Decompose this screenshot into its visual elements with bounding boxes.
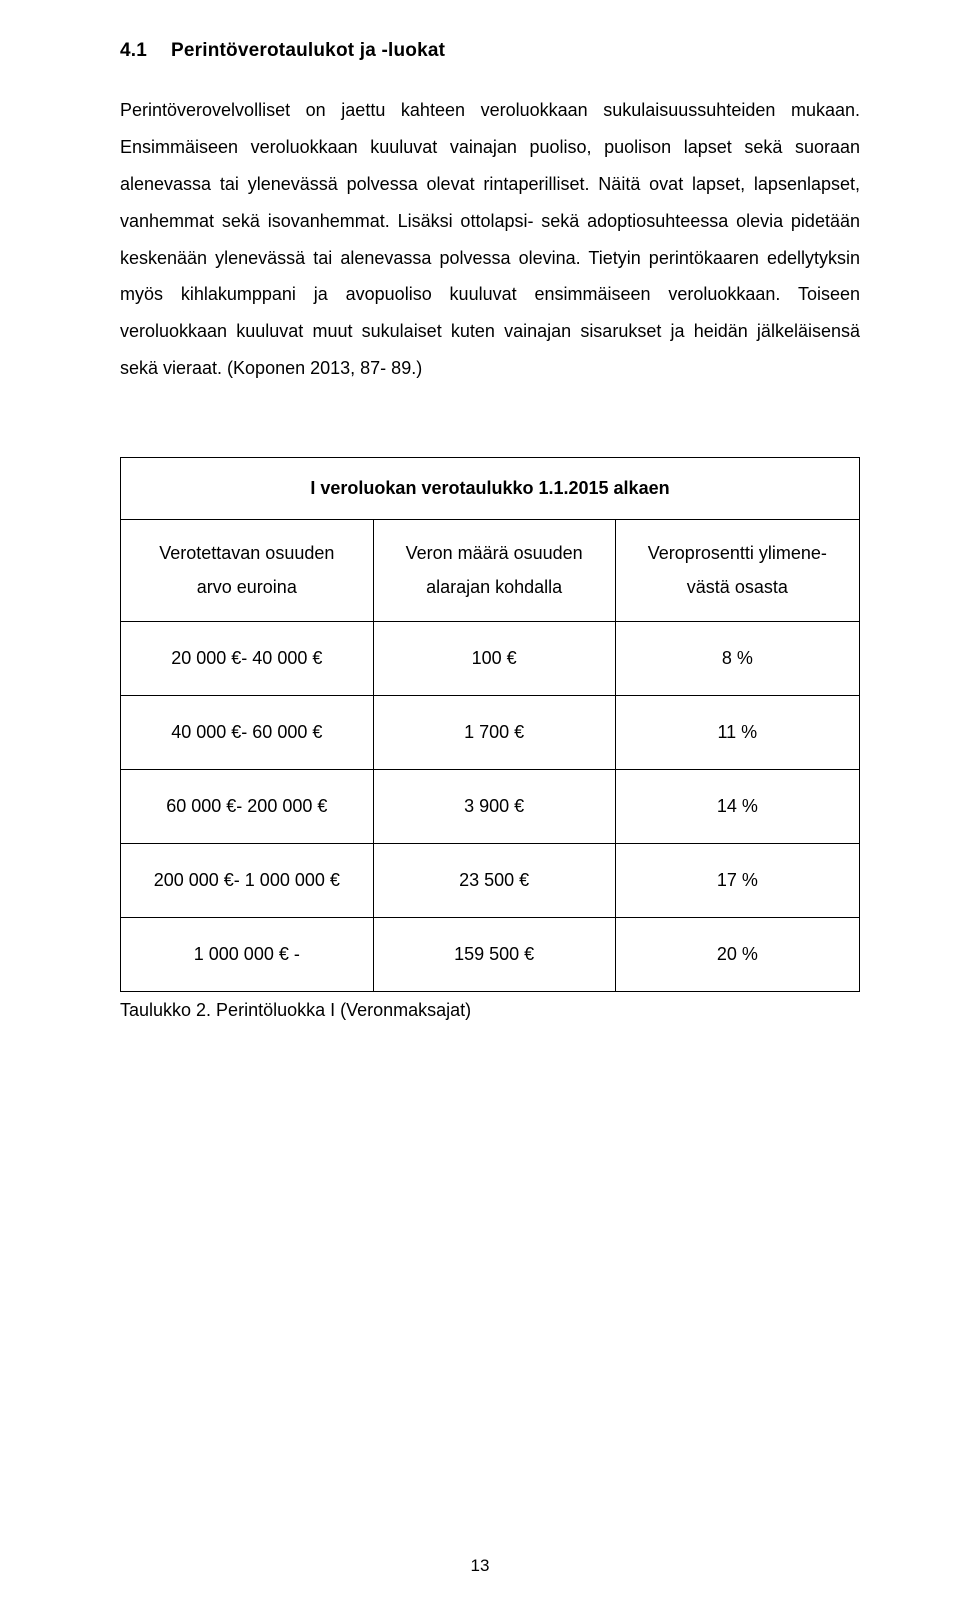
heading-title: Perintöverotaulukot ja -luokat [171, 40, 445, 61]
cell-amount: 100 € [373, 621, 615, 695]
table-row: 1 000 000 € - 159 500 € 20 % [121, 917, 860, 991]
col-header-1-line1: Verotettavan osuuden [159, 543, 334, 563]
col-header-2-line2: alarajan kohdalla [426, 577, 562, 597]
col-header-1-line2: arvo euroina [197, 577, 297, 597]
cell-range: 200 000 €- 1 000 000 € [121, 843, 374, 917]
tax-table-wrap: I veroluokan verotaulukko 1.1.2015 alkae… [120, 457, 860, 1020]
cell-amount: 3 900 € [373, 769, 615, 843]
cell-range: 20 000 €- 40 000 € [121, 621, 374, 695]
col-header-3: Veroprosentti ylimene- västä osasta [615, 520, 859, 621]
table-title-row: I veroluokan verotaulukko 1.1.2015 alkae… [121, 458, 860, 520]
table-header-row: Verotettavan osuuden arvo euroina Veron … [121, 520, 860, 621]
col-header-2: Veron määrä osuuden alarajan kohdalla [373, 520, 615, 621]
cell-amount: 159 500 € [373, 917, 615, 991]
page-number: 13 [0, 1556, 960, 1576]
cell-percent: 8 % [615, 621, 859, 695]
cell-percent: 14 % [615, 769, 859, 843]
section-heading: 4.1 Perintöverotaulukot ja -luokat [120, 40, 860, 62]
cell-percent: 11 % [615, 695, 859, 769]
table-row: 20 000 €- 40 000 € 100 € 8 % [121, 621, 860, 695]
col-header-3-line2: västä osasta [687, 577, 788, 597]
cell-amount: 1 700 € [373, 695, 615, 769]
cell-percent: 20 % [615, 917, 859, 991]
table-title-cell: I veroluokan verotaulukko 1.1.2015 alkae… [121, 458, 860, 520]
tax-table: I veroluokan verotaulukko 1.1.2015 alkae… [120, 457, 860, 991]
table-caption: Taulukko 2. Perintöluokka I (Veronmaksaj… [120, 1000, 860, 1021]
cell-amount: 23 500 € [373, 843, 615, 917]
cell-range: 40 000 €- 60 000 € [121, 695, 374, 769]
document-page: 4.1 Perintöverotaulukot ja -luokat Perint… [0, 0, 960, 1604]
cell-range: 1 000 000 € - [121, 917, 374, 991]
table-row: 60 000 €- 200 000 € 3 900 € 14 % [121, 769, 860, 843]
table-row: 40 000 €- 60 000 € 1 700 € 11 % [121, 695, 860, 769]
cell-percent: 17 % [615, 843, 859, 917]
table-row: 200 000 €- 1 000 000 € 23 500 € 17 % [121, 843, 860, 917]
col-header-3-line1: Veroprosentti ylimene- [648, 543, 827, 563]
col-header-1: Verotettavan osuuden arvo euroina [121, 520, 374, 621]
body-paragraph: Perintöverovelvolliset on jaettu kahteen… [120, 92, 860, 387]
cell-range: 60 000 €- 200 000 € [121, 769, 374, 843]
col-header-2-line1: Veron määrä osuuden [406, 543, 583, 563]
heading-number: 4.1 [120, 40, 147, 62]
